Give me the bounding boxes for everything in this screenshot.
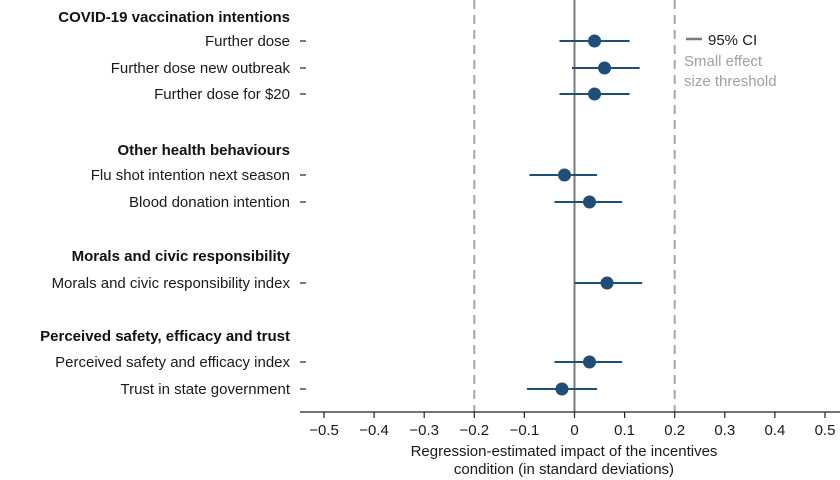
estimate-point <box>555 382 569 396</box>
group-title: Perceived safety, efficacy and trust <box>40 328 290 345</box>
x-tick-label: 0 <box>570 422 578 439</box>
group-title: Morals and civic responsibility <box>72 248 291 265</box>
estimate-point <box>557 168 571 182</box>
row-label: Flu shot intention next season <box>91 167 290 184</box>
x-tick-label: −0.1 <box>510 422 540 439</box>
estimate-point <box>583 195 597 209</box>
row-label: Trust in state government <box>120 381 290 398</box>
x-tick-label: 0.5 <box>815 422 836 439</box>
estimate-point <box>588 87 602 101</box>
legend-ci-label: 95% CI <box>708 32 757 49</box>
row-label: Blood donation intention <box>129 194 290 211</box>
x-tick-label: 0.2 <box>664 422 685 439</box>
x-tick-label: −0.3 <box>409 422 439 439</box>
estimate-point <box>600 276 614 290</box>
estimate-point <box>598 61 612 75</box>
x-tick-label: 0.4 <box>764 422 785 439</box>
x-tick-label: 0.3 <box>714 422 735 439</box>
x-tick-label: −0.4 <box>359 422 389 439</box>
row-label: Further dose <box>205 33 290 50</box>
row-label: Perceived safety and efficacy index <box>55 354 290 371</box>
group-title: COVID-19 vaccination intentions <box>58 9 290 26</box>
legend-threshold-label-line2: size threshold <box>684 73 777 90</box>
x-tick-label: −0.5 <box>309 422 339 439</box>
x-tick-label: 0.1 <box>614 422 635 439</box>
row-label: Further dose new outbreak <box>111 60 291 77</box>
estimate-point <box>583 355 597 369</box>
x-axis-title-line1: Regression-estimated impact of the incen… <box>411 443 718 460</box>
estimate-point <box>588 34 602 48</box>
row-label: Morals and civic responsibility index <box>52 275 291 292</box>
row-label: Further dose for $20 <box>154 86 290 103</box>
group-title: Other health behaviours <box>117 142 290 159</box>
legend-threshold-label-line1: Small effect <box>684 53 763 70</box>
x-tick-label: −0.2 <box>459 422 489 439</box>
x-axis-title-line2: condition (in standard deviations) <box>454 461 674 478</box>
